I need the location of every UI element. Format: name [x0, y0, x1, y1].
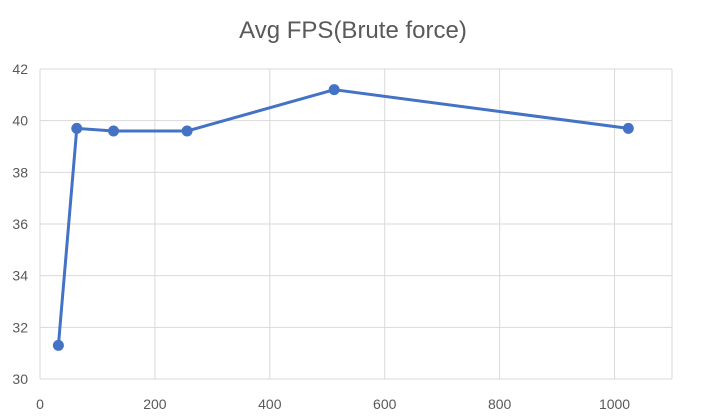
x-tick-label: 200 — [143, 396, 167, 412]
y-tick-label: 34 — [12, 268, 28, 284]
y-tick-label: 40 — [12, 113, 28, 129]
y-tick-label: 32 — [12, 319, 28, 335]
data-point — [181, 125, 193, 137]
series-line — [56, 88, 630, 347]
y-axis-tick-labels: 30 32 34 36 38 40 42 — [12, 61, 28, 387]
grid — [39, 68, 673, 380]
data-point — [328, 84, 340, 96]
y-tick-label: 36 — [12, 216, 28, 232]
x-tick-label: 1000 — [599, 396, 630, 412]
data-point — [108, 125, 120, 137]
chart-title: Avg FPS(Brute force) — [239, 17, 467, 44]
x-tick-label: 800 — [488, 396, 512, 412]
x-axis-tick-labels: 0 200 400 600 800 1000 — [36, 396, 630, 412]
data-point — [71, 122, 83, 134]
y-tick-label: 30 — [12, 371, 28, 387]
data-point — [622, 122, 634, 134]
series-group — [52, 84, 634, 351]
x-tick-label: 600 — [373, 396, 397, 412]
data-point — [52, 339, 64, 351]
y-tick-label: 38 — [12, 164, 28, 180]
x-tick-label: 0 — [36, 396, 44, 412]
y-tick-label: 42 — [12, 61, 28, 77]
x-tick-label: 400 — [258, 396, 282, 412]
